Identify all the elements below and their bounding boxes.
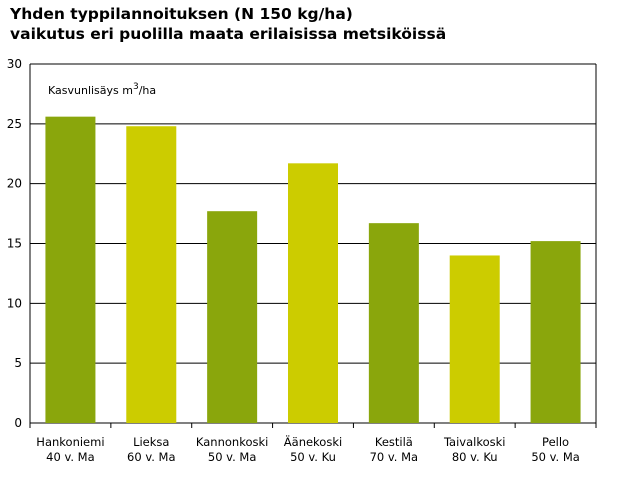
bar-kannonkoski <box>207 211 258 423</box>
y-tick-label: 20 <box>7 177 22 191</box>
chart-frame <box>29 64 597 428</box>
x-tick-label: Hankoniemi <box>36 435 104 449</box>
x-tick-label: Pello <box>542 435 569 449</box>
bar-lieksa <box>126 126 177 423</box>
x-tick-sublabel: 70 v. Ma <box>370 450 418 464</box>
x-tick-sublabel: 60 v. Ma <box>127 450 175 464</box>
y-tick-label: 0 <box>14 416 22 430</box>
y-tick-label: 10 <box>7 296 22 310</box>
x-tick-label: Lieksa <box>133 435 169 449</box>
bar-hankoniemi <box>45 116 96 424</box>
y-tick-label: 15 <box>7 237 22 251</box>
x-tick-sublabel: 40 v. Ma <box>46 450 94 464</box>
x-tick-sublabel: 50 v. Ku <box>290 450 336 464</box>
y-tick-label: 30 <box>7 57 22 71</box>
y-tick-label: 5 <box>14 356 22 370</box>
x-tick-sublabel: 80 v. Ku <box>452 450 498 464</box>
bar-pello <box>530 241 581 423</box>
y-axis-ticks: 0 5 10 15 20 25 30 <box>7 57 22 430</box>
y-axis-label: Kasvunlisäys m3/ha <box>48 82 156 97</box>
bar-kestilä <box>368 223 419 423</box>
bar-taivalkoski <box>449 255 500 423</box>
x-tick-label: Kannonkoski <box>196 435 268 449</box>
chart-title-line2: vaikutus eri puolilla maata erilaisissa … <box>10 25 447 43</box>
bars <box>45 116 581 424</box>
x-tick-label: Äänekoski <box>284 434 342 449</box>
bar-äänekoski <box>288 163 338 423</box>
y-tick-label: 25 <box>7 117 22 131</box>
chart-title-line1: Yhden typpilannoituksen (N 150 kg/ha) <box>10 5 353 23</box>
x-tick-sublabel: 50 v. Ma <box>531 450 579 464</box>
gridlines <box>30 63 596 424</box>
x-tick-label: Kestilä <box>375 435 413 449</box>
x-tick-label: Taivalkoski <box>443 435 506 449</box>
x-tick-sublabel: 50 v. Ma <box>208 450 256 464</box>
